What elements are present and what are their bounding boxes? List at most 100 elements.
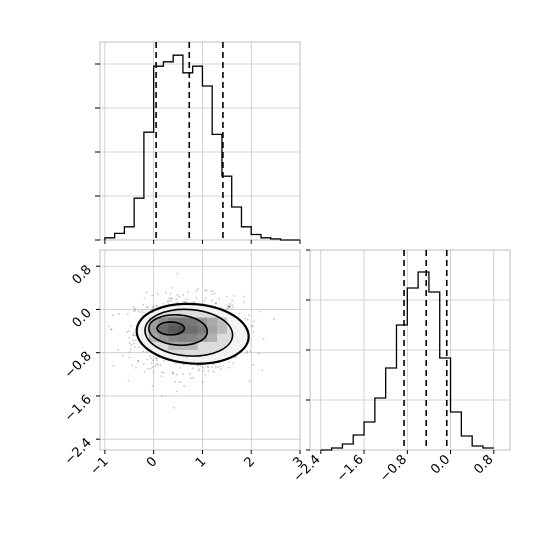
scatter-point <box>199 364 202 367</box>
scatter-point <box>163 360 166 362</box>
scatter-point <box>178 295 181 298</box>
scatter-point <box>204 374 207 376</box>
scatter-point <box>211 299 213 302</box>
density-cell <box>207 325 218 334</box>
scatter-point <box>219 365 222 368</box>
scatter-point <box>155 357 157 359</box>
density-cell <box>148 317 159 326</box>
scatter-point <box>137 359 140 362</box>
scatter-point <box>132 339 135 342</box>
density-cell <box>187 317 198 326</box>
scatter-point <box>232 306 235 309</box>
scatter-point <box>213 292 216 295</box>
scatter-point <box>217 366 220 369</box>
scatter-point <box>233 295 236 297</box>
scatter-point <box>173 406 175 409</box>
density-cell <box>158 333 169 342</box>
scatter-point <box>176 373 178 376</box>
scatter-point <box>156 363 159 366</box>
scatter-point <box>244 317 247 320</box>
scatter-point <box>132 332 135 334</box>
scatter-point <box>203 299 206 302</box>
contour-outer <box>135 302 250 365</box>
scatter-point <box>128 336 131 339</box>
scatter-point <box>130 364 133 367</box>
scatter-point <box>143 297 146 300</box>
scatter-point <box>226 295 228 298</box>
scatter-point <box>174 381 177 383</box>
scatter-point <box>154 365 157 367</box>
scatter-point <box>218 297 221 300</box>
scatter-point <box>212 363 215 366</box>
scatter-point <box>214 302 217 304</box>
density-cell <box>217 317 227 326</box>
scatter-point <box>166 300 169 303</box>
scatter-point <box>145 306 148 308</box>
scatter-point <box>176 272 179 275</box>
scatter-point <box>197 364 200 367</box>
scatter-point <box>185 298 188 301</box>
scatter-point <box>184 301 187 303</box>
density-cell <box>178 317 188 326</box>
scatter-point <box>134 307 137 310</box>
scatter-point <box>146 351 148 353</box>
scatter-point <box>251 325 254 328</box>
scatter-point <box>155 359 158 362</box>
scatter-point <box>169 292 172 295</box>
scatter-point <box>171 371 174 374</box>
scatter-point <box>137 346 140 349</box>
scatter-point <box>155 305 157 307</box>
density-cell <box>178 325 188 334</box>
scatter-point <box>162 371 165 374</box>
scatter-point <box>175 362 177 365</box>
density-cell <box>168 325 179 334</box>
scatter-point <box>226 307 229 310</box>
scatter-point <box>207 370 210 372</box>
scatter-point <box>258 352 261 355</box>
density-cell <box>187 341 198 350</box>
scatter-point <box>205 289 208 292</box>
scatter-point <box>156 363 158 365</box>
scatter-point <box>134 340 137 342</box>
scatter-point <box>117 349 120 352</box>
scatter-point <box>229 302 232 305</box>
scatter-point <box>111 314 114 317</box>
scatter-point <box>273 318 275 321</box>
scatter-point <box>242 295 245 298</box>
scatter-point <box>151 305 154 308</box>
scatter-point <box>143 363 145 366</box>
scatter-point <box>215 302 218 304</box>
scatter-point <box>205 297 207 299</box>
scatter-point <box>118 312 120 315</box>
density-cell <box>217 325 227 334</box>
scatter-point <box>227 306 230 308</box>
scatter-point <box>238 312 240 315</box>
xhist-frame <box>99 41 301 241</box>
scatter-point <box>204 289 207 291</box>
scatter-point <box>135 366 137 369</box>
scatter-point <box>167 300 170 302</box>
scatter-point <box>128 342 131 344</box>
scatter-point <box>133 346 136 348</box>
scatter-point <box>107 325 110 328</box>
joint-ytick-label: −2.4 <box>62 435 95 468</box>
scatter-point <box>110 328 113 331</box>
scatter-point <box>191 367 194 369</box>
scatter-point <box>186 291 189 294</box>
scatter-point <box>141 314 144 317</box>
scatter-point <box>219 368 222 370</box>
scatter-point <box>155 357 158 360</box>
scatter-point <box>190 377 192 380</box>
scatter-point <box>226 304 229 307</box>
scatter-point <box>245 352 248 354</box>
scatter-point <box>149 367 152 370</box>
scatter-point <box>248 314 250 317</box>
joint-ytick-label: 0.8 <box>70 262 95 287</box>
scatter-point <box>176 293 179 296</box>
scatter-point <box>178 381 180 383</box>
scatter-point <box>169 299 172 302</box>
joint-ytick-label: −1.6 <box>62 392 95 425</box>
scatter-point <box>193 301 195 303</box>
yhist-step <box>320 271 494 451</box>
